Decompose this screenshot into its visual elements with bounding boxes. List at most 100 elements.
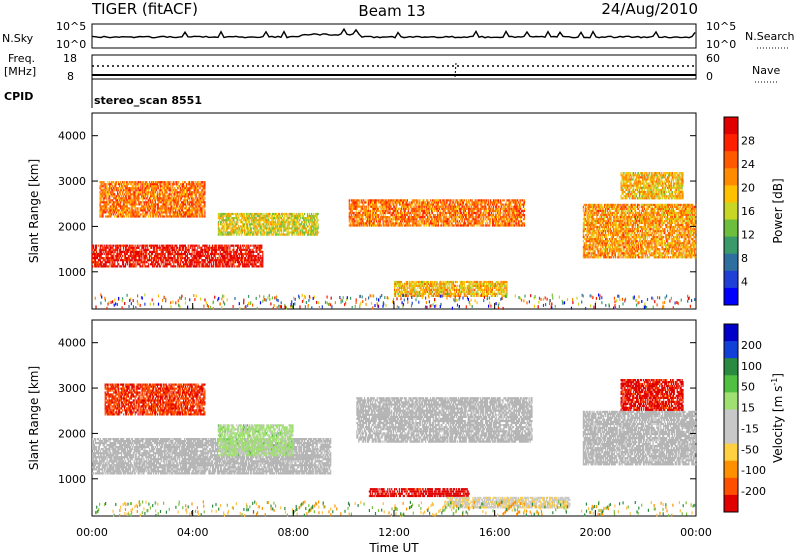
data-cell — [111, 253, 112, 255]
data-cell — [157, 251, 158, 253]
data-cell — [198, 197, 199, 199]
data-cell — [167, 213, 168, 215]
data-cell — [128, 215, 129, 217]
data-cell — [165, 261, 166, 263]
data-cell — [355, 220, 356, 222]
data-cell — [120, 247, 121, 249]
data-cell — [105, 189, 106, 191]
data-cell — [236, 234, 237, 236]
data-cell — [192, 211, 193, 213]
data-cell — [201, 183, 202, 185]
data-cell — [370, 212, 371, 214]
data-cell — [380, 222, 381, 224]
data-cell — [145, 215, 146, 217]
data-cell — [396, 206, 397, 208]
data-cell — [193, 201, 194, 203]
data-cell — [109, 195, 110, 197]
data-cell — [186, 185, 187, 187]
data-cell — [261, 247, 262, 249]
data-cell — [230, 219, 231, 221]
data-cell — [135, 261, 136, 263]
data-cell — [383, 214, 384, 216]
data-cell — [121, 195, 122, 197]
data-cell — [222, 223, 223, 225]
data-cell — [110, 245, 111, 247]
data-cell — [441, 216, 442, 218]
data-cell — [317, 215, 318, 217]
data-cell — [174, 249, 175, 251]
data-cell — [446, 214, 447, 216]
data-cell — [239, 261, 240, 263]
data-cell — [309, 223, 310, 225]
data-cell — [204, 193, 205, 195]
data-cell — [451, 216, 452, 218]
data-cell — [446, 224, 447, 226]
data-cell — [154, 249, 155, 251]
data-cell — [103, 251, 104, 253]
data-cell — [370, 216, 371, 218]
data-cell — [398, 214, 399, 216]
data-cell — [228, 261, 229, 263]
data-cell — [238, 217, 239, 219]
data-cell — [211, 255, 212, 257]
data-cell — [238, 231, 239, 233]
data-cell — [237, 251, 238, 253]
data-cell — [406, 208, 407, 210]
data-cell — [199, 263, 200, 265]
data-cell — [100, 203, 101, 205]
data-cell — [134, 213, 135, 215]
data-cell — [408, 206, 409, 208]
nsky-strip: N.Sky 10^5 10^0 10^5 10^0 N.Search — [2, 20, 795, 51]
data-cell — [247, 225, 248, 227]
data-cell — [307, 213, 308, 215]
data-cell — [419, 222, 420, 224]
data-cell — [254, 251, 255, 253]
data-cell — [96, 245, 97, 247]
data-cell — [183, 249, 184, 251]
data-cell — [202, 189, 203, 191]
data-cell — [366, 206, 367, 208]
data-cell — [135, 199, 136, 201]
data-cell — [255, 263, 256, 265]
data-cell — [304, 223, 305, 225]
data-cell — [450, 199, 451, 201]
data-cell — [207, 263, 208, 265]
data-cell — [232, 227, 233, 229]
data-cell — [118, 189, 119, 191]
data-cell — [133, 261, 134, 263]
data-cell — [151, 259, 152, 261]
data-cell — [198, 259, 199, 261]
data-cell — [128, 213, 129, 215]
data-cell — [207, 259, 208, 261]
data-cell — [418, 220, 419, 222]
data-cell — [158, 261, 159, 263]
data-cell — [204, 201, 205, 203]
data-cell — [441, 222, 442, 224]
data-cell — [430, 214, 431, 216]
data-cell — [351, 214, 352, 216]
data-cell — [227, 251, 228, 253]
data-cell — [305, 225, 306, 227]
data-cell — [164, 187, 165, 189]
data-cell — [180, 261, 181, 263]
data-cell — [190, 189, 191, 191]
data-cell — [230, 253, 231, 255]
data-cell — [204, 181, 205, 183]
data-cell — [170, 197, 171, 199]
data-cell — [216, 261, 217, 263]
data-cell — [423, 218, 424, 220]
data-cell — [423, 214, 424, 216]
data-cell — [422, 208, 423, 210]
data-cell — [146, 203, 147, 205]
data-cell — [414, 220, 415, 222]
data-cell — [178, 187, 179, 189]
data-cell — [257, 227, 258, 229]
data-cell — [358, 210, 359, 212]
data-cell — [408, 210, 409, 212]
data-cell — [238, 259, 239, 261]
data-cell — [240, 245, 241, 247]
data-cell — [187, 191, 188, 193]
data-cell — [177, 211, 178, 213]
data-cell — [154, 265, 155, 267]
data-cell — [138, 185, 139, 187]
